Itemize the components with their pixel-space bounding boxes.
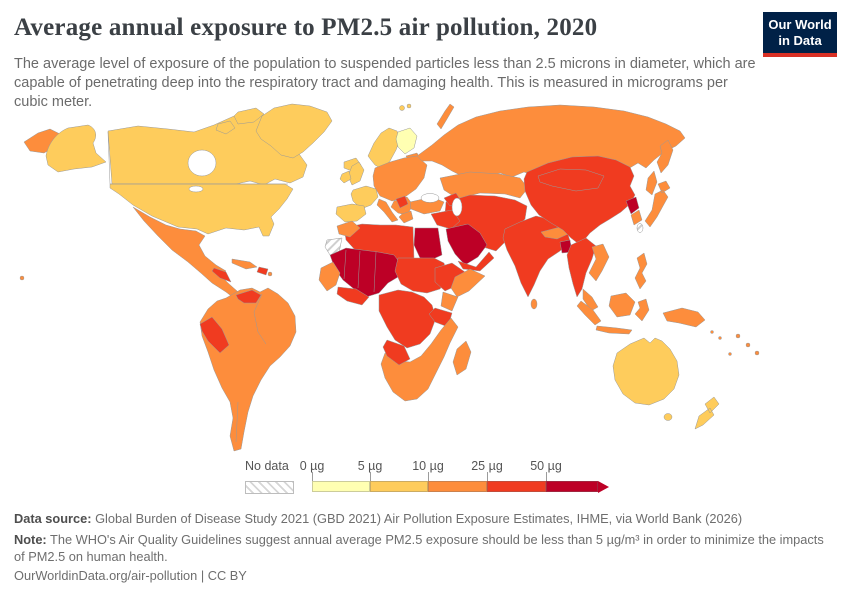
region-myanmar-thailand[interactable] — [566, 237, 597, 298]
region-italy[interactable] — [376, 198, 399, 223]
hudson-bay — [187, 149, 217, 177]
region-iberia[interactable] — [335, 203, 367, 223]
region-sahel[interactable] — [329, 247, 401, 298]
region-angola[interactable] — [382, 339, 411, 366]
region-sulawesi[interactable] — [634, 298, 650, 322]
region-france[interactable] — [350, 185, 379, 210]
legend-tick-50: 50 µg — [530, 459, 562, 473]
legend-no-data-swatch[interactable] — [245, 481, 294, 494]
region-nepal-bhutan[interactable] — [540, 226, 569, 240]
legend-bin-50-plus[interactable] — [546, 481, 598, 492]
legend-bin-0-5[interactable] — [312, 481, 370, 492]
region-south-america[interactable] — [199, 287, 297, 452]
legend-tick-10: 10 µg — [412, 459, 444, 473]
region-south-korea[interactable] — [630, 209, 643, 226]
region-peru[interactable] — [199, 316, 230, 354]
region-chad-sudan[interactable] — [394, 257, 449, 294]
legend-bin-10-25[interactable] — [428, 481, 487, 492]
legend-tickmark — [312, 472, 313, 481]
owid-logo-line1: Our World — [768, 17, 832, 32]
legend-tickmark — [428, 472, 429, 481]
legend-bin-5-10[interactable] — [370, 481, 428, 492]
note-text: The WHO's Air Quality Guidelines suggest… — [14, 532, 824, 564]
region-borneo[interactable] — [608, 292, 636, 318]
region-alaska[interactable] — [45, 124, 107, 173]
region-madagascar[interactable] — [452, 340, 472, 376]
black-sea — [420, 193, 440, 203]
region-pacific-islands[interactable] — [710, 330, 760, 356]
region-indochina-east[interactable] — [588, 243, 610, 282]
country-borders — [107, 131, 605, 443]
region-sakhalin[interactable] — [645, 170, 658, 196]
region-kenya[interactable] — [440, 291, 459, 312]
region-new-zealand[interactable] — [694, 396, 720, 430]
region-pacific-west[interactable] — [19, 275, 25, 281]
region-yemen-oman[interactable] — [457, 251, 495, 272]
region-mexico[interactable] — [132, 206, 243, 300]
region-guatemala[interactable] — [211, 267, 232, 283]
region-usa[interactable] — [109, 183, 294, 237]
region-saudi-arabia[interactable] — [445, 223, 488, 266]
region-china-mongolia[interactable] — [523, 155, 636, 246]
region-ireland[interactable] — [339, 170, 352, 184]
region-egypt[interactable] — [413, 227, 443, 260]
legend-tick-5: 5 µg — [357, 459, 383, 473]
region-morocco[interactable] — [336, 220, 361, 238]
region-greece[interactable] — [398, 210, 414, 224]
region-java[interactable] — [595, 325, 633, 335]
region-tasmania[interactable] — [663, 413, 673, 421]
caspian-sea — [451, 197, 463, 217]
region-hispaniola[interactable] — [256, 266, 269, 276]
legend-tickmark — [487, 472, 488, 481]
region-somalia[interactable] — [450, 268, 486, 298]
great-lakes — [188, 185, 204, 193]
region-caribbean[interactable] — [267, 271, 273, 277]
region-finland[interactable] — [395, 127, 418, 155]
region-japan[interactable] — [644, 180, 671, 228]
note-label: Note: — [14, 532, 47, 547]
owid-logo-line2: in Data — [778, 33, 822, 48]
region-north-korea[interactable] — [625, 196, 640, 215]
legend-tickmark — [370, 472, 371, 481]
region-ghana-ivory[interactable] — [336, 286, 370, 306]
region-novaya-zemlya[interactable] — [436, 103, 455, 130]
region-philippines[interactable] — [634, 252, 648, 290]
data-source-text: Global Burden of Disease Study 2021 (GBD… — [91, 511, 743, 526]
data-source-line: Data source: Global Burden of Disease St… — [14, 511, 836, 528]
chart-subtitle: The average level of exposure of the pop… — [14, 56, 756, 110]
region-australia[interactable] — [612, 337, 680, 406]
note-line: Note: The WHO's Air Quality Guidelines s… — [14, 532, 836, 565]
legend-tick-0: 0 µg — [299, 459, 325, 473]
region-new-guinea[interactable] — [662, 307, 706, 328]
region-sumatra[interactable] — [576, 300, 602, 326]
legend-tickmark — [546, 472, 547, 481]
citation-link[interactable]: OurWorldinData.org/air-pollution | CC BY — [14, 568, 247, 583]
region-kamchatka[interactable] — [656, 139, 674, 174]
region-west-africa-coast[interactable] — [318, 261, 341, 292]
region-greenland[interactable] — [255, 103, 333, 159]
legend-bin-25-50[interactable] — [487, 481, 546, 492]
region-iraq-syria[interactable] — [430, 209, 461, 230]
data-source-label: Data source: — [14, 511, 92, 526]
region-tanzania[interactable] — [428, 307, 453, 328]
region-taiwan[interactable] — [636, 223, 644, 233]
region-malaysia[interactable] — [582, 288, 599, 312]
region-balkans-west[interactable] — [395, 195, 409, 209]
owid-logo[interactable]: Our World in Data — [763, 12, 837, 57]
region-venezuela-guyana[interactable] — [235, 289, 262, 304]
region-sri-lanka[interactable] — [530, 298, 538, 310]
legend-tick-25: 25 µg — [471, 459, 503, 473]
region-cuba[interactable] — [231, 258, 258, 270]
legend-no-data-label: No data — [245, 459, 289, 473]
page-title: Average annual exposure to PM2.5 air pol… — [14, 14, 598, 41]
region-svalbard[interactable] — [399, 103, 412, 111]
legend-arrow-tip — [598, 481, 609, 493]
region-central-africa[interactable] — [378, 289, 437, 349]
region-central-europe[interactable] — [372, 155, 428, 202]
region-southern-africa[interactable] — [380, 317, 459, 402]
